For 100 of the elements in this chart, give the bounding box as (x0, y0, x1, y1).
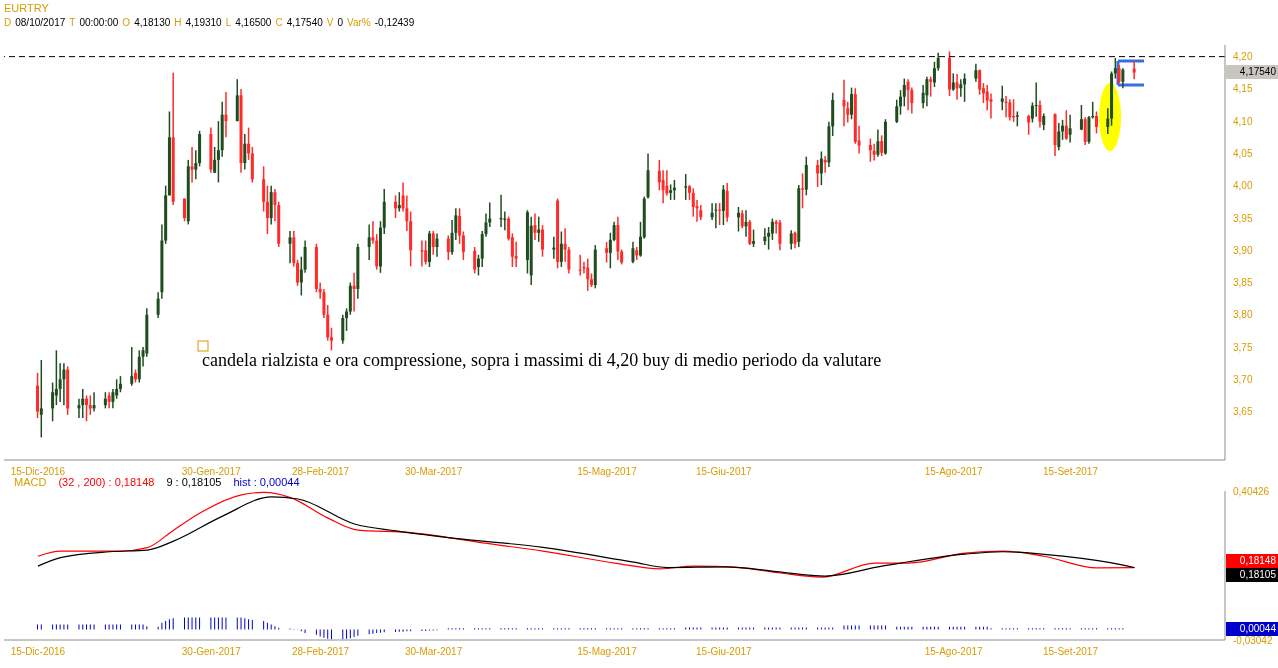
candlestick (687, 184, 691, 201)
x-tick-label: 15-Giu-2017 (695, 646, 753, 658)
candlestick (88, 394, 92, 416)
candlestick (974, 62, 978, 83)
candlestick (397, 191, 401, 213)
y-tick-label: 3,90 (1233, 244, 1253, 256)
candlestick (533, 212, 537, 241)
candlestick (578, 254, 582, 277)
x-tick-label: 15-Giu-2017 (695, 466, 753, 478)
text: 0,00044 (1239, 623, 1276, 635)
text: 0,00044 (259, 476, 300, 488)
candlestick (77, 397, 81, 419)
candlestick (767, 226, 771, 251)
text: 4,17540 (1239, 66, 1276, 78)
y-tick-label: 3,70 (1233, 373, 1253, 385)
candlestick (714, 202, 718, 230)
x-tick-label: 30-Gen-2017 (181, 466, 242, 478)
candlestick (265, 184, 269, 235)
text: hist : (233, 476, 257, 488)
candlestick (1027, 113, 1031, 136)
y-tick-label: 4,05 (1233, 147, 1253, 159)
y-tick-label: 3,75 (1233, 341, 1253, 353)
y-tick-label: -0,03042 (1233, 634, 1273, 646)
candlestick (816, 159, 820, 188)
x-tick-label: 30-Mar-2017 (404, 646, 463, 658)
candlestick (288, 230, 292, 264)
text: 0,18105 (1239, 568, 1276, 580)
candlestick (85, 394, 89, 423)
candlestick (948, 50, 952, 97)
candlestick (1008, 98, 1012, 122)
candlestick (684, 173, 688, 201)
y-tick-label: 4,20 (1233, 51, 1253, 63)
candlestick (58, 362, 62, 403)
candlestick (39, 359, 43, 439)
candlestick (431, 230, 435, 256)
x-tick-label: 15-Set-2017 (1042, 466, 1099, 478)
candlestick (92, 391, 96, 413)
candlestick (959, 78, 963, 98)
chart-title: MACD (14, 476, 47, 488)
candlestick (929, 75, 933, 98)
candlestick (661, 169, 665, 204)
candlestick (541, 224, 545, 258)
candlestick (1034, 81, 1038, 118)
candlestick (631, 241, 635, 264)
candlestick (1121, 67, 1125, 89)
candlestick (1094, 110, 1098, 135)
candlestick (801, 172, 805, 210)
x-tick-label: 15-Mag-2017 (577, 466, 638, 478)
candlestick (1068, 113, 1072, 144)
x-tick-label: 15-Dic-2016 (10, 646, 66, 658)
candlestick (51, 381, 55, 423)
candlestick (748, 219, 752, 246)
candlestick (559, 230, 563, 268)
x-tick-label: 30-Gen-2017 (181, 646, 242, 658)
x-tick-label: 15-Ago-2017 (924, 646, 984, 658)
candlestick (1083, 116, 1087, 146)
candlestick (537, 215, 541, 243)
text: (32 , 200) : (58, 476, 112, 488)
candlestick (586, 257, 590, 292)
candlestick (740, 209, 744, 230)
candlestick (639, 221, 642, 258)
text: 0,18148 (1239, 554, 1276, 566)
candlestick (902, 77, 906, 108)
candlestick (394, 194, 398, 219)
candlestick (183, 197, 187, 222)
y-tick-label: 0,40426 (1233, 485, 1270, 497)
candlestick (247, 126, 251, 161)
x-tick-label: 30-Mar-2017 (404, 466, 463, 478)
candlestick (461, 230, 465, 261)
y-tick-label: 3,85 (1233, 277, 1253, 289)
candlestick (81, 388, 85, 419)
candlestick (850, 86, 854, 120)
candlestick (446, 234, 450, 261)
x-tick-label: 28-Feb-2017 (291, 466, 350, 478)
candlestick (367, 223, 371, 261)
x-tick-label: 28-Feb-2017 (291, 646, 350, 658)
candlestick (329, 326, 333, 352)
candlestick (1000, 84, 1004, 111)
candlestick (1064, 109, 1068, 141)
candlestick (473, 246, 477, 275)
candlestick (872, 143, 876, 162)
candlestick (111, 388, 115, 410)
candlestick (130, 346, 134, 387)
candlestick (876, 128, 880, 158)
candlestick (718, 202, 722, 226)
candlestick (1057, 122, 1061, 151)
y-tick-label: 3,80 (1233, 309, 1253, 321)
candlestick (1079, 104, 1083, 131)
x-tick-label: 15-Ago-2017 (924, 466, 984, 478)
candlestick (868, 137, 872, 163)
candlestick (134, 368, 138, 384)
candlestick (819, 150, 823, 186)
candlestick (955, 73, 959, 101)
text: 0,18148 (114, 476, 155, 488)
candlestick (224, 91, 228, 139)
candlestick (721, 184, 725, 226)
candlestick (842, 79, 846, 128)
candlestick (420, 239, 424, 268)
candlestick (778, 219, 782, 251)
candlestick (458, 207, 462, 245)
